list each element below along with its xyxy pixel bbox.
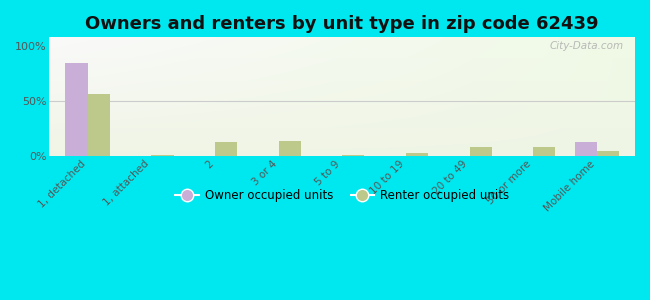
Bar [533,147,556,156]
Legend: Owner occupied units, Renter occupied units: Owner occupied units, Renter occupied un… [170,184,514,207]
Bar [469,147,492,156]
Bar [279,141,301,156]
Bar [406,153,428,156]
Bar [597,151,619,156]
Bar [342,155,365,156]
Bar [65,63,88,156]
Bar [88,94,110,156]
Text: City-Data.com: City-Data.com [549,41,623,51]
Title: Owners and renters by unit type in zip code 62439: Owners and renters by unit type in zip c… [85,15,599,33]
Bar [215,142,237,156]
Bar [575,142,597,156]
Bar [151,155,174,156]
